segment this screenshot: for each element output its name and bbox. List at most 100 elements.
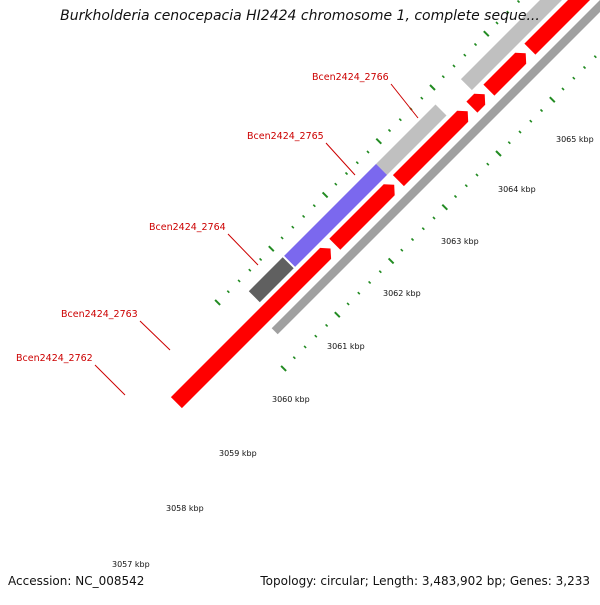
minor-tick [475, 173, 479, 177]
minor-tick [516, 0, 521, 4]
major-tick [214, 299, 221, 306]
minor-tick [464, 184, 468, 188]
label-leader-lines [94, 83, 419, 396]
minor-tick [410, 237, 415, 242]
minor-tick [226, 290, 230, 294]
minor-tick [486, 162, 490, 166]
scale-label: 3065 kbp [556, 135, 594, 144]
minor-tick [248, 268, 252, 272]
minor-tick [357, 291, 361, 295]
major-tick [334, 311, 341, 318]
leader-line [94, 364, 126, 396]
summary-text: Topology: circular; Length: 3,483,902 bp… [260, 574, 590, 588]
cds-arrow [170, 247, 332, 409]
minor-tick [432, 216, 436, 220]
gene-bar [460, 0, 562, 91]
minor-tick [280, 236, 284, 240]
minor-tick [312, 204, 316, 208]
gene-label: Bcen2424_2763 [61, 309, 138, 320]
leader-line [390, 83, 419, 119]
outer-tick-track [214, 0, 521, 306]
gene-label: Bcen2424_2762 [16, 353, 93, 364]
scale-label: 3062 kbp [383, 289, 421, 298]
leader-line [325, 142, 356, 176]
gene-label: Bcen2424_2764 [149, 222, 226, 233]
cds-arrow [483, 52, 527, 96]
minor-tick [378, 270, 382, 274]
minor-tick [259, 257, 263, 261]
minor-tick [387, 128, 392, 133]
minor-tick [529, 119, 533, 123]
scale-label: 3063 kbp [441, 237, 479, 246]
backbone-track [271, 0, 600, 335]
minor-tick [453, 194, 458, 199]
major-tick [268, 245, 275, 252]
major-tick [549, 96, 556, 103]
minor-tick [495, 21, 499, 25]
scale-label-layer: 3057 kbp 3058 kbp 3059 kbp 3060 kbp 3061 kbp… [112, 135, 594, 569]
minor-tick [518, 130, 522, 134]
minor-tick [368, 280, 372, 284]
minor-tick [593, 55, 597, 59]
major-tick [429, 84, 436, 91]
cds-arrow [392, 110, 469, 187]
minor-tick [539, 108, 544, 113]
minor-tick [346, 302, 350, 306]
feature-track-outer [248, 0, 562, 303]
minor-tick [463, 53, 467, 57]
major-tick [321, 191, 329, 199]
minor-tick [441, 75, 445, 79]
leader-line [227, 233, 259, 266]
major-tick [495, 150, 502, 157]
cds-arrow [524, 0, 591, 55]
minor-tick [366, 150, 370, 154]
gene-bar [248, 257, 294, 303]
minor-tick [398, 118, 402, 122]
cds-arrow [329, 184, 395, 250]
gene-label-layer: Bcen2424_2762 Bcen2424_2763 Bcen2424_2764 B… [16, 72, 389, 364]
gene-label: Bcen2424_2765 [247, 131, 324, 142]
minor-tick [302, 214, 306, 218]
minor-tick [421, 227, 425, 231]
gene-bar [284, 163, 388, 267]
scale-label: 3061 kbp [327, 342, 365, 351]
minor-tick [292, 356, 296, 360]
inner-tick-track [280, 55, 597, 372]
major-tick [375, 137, 383, 145]
minor-tick [237, 279, 241, 283]
scale-label: 3057 kbp [112, 560, 150, 569]
minor-tick [355, 161, 359, 165]
leader-line [139, 320, 171, 351]
accession-text: Accession: NC_008542 [8, 574, 145, 588]
minor-tick [420, 96, 424, 100]
minor-tick [291, 225, 295, 229]
minor-tick [344, 171, 349, 176]
map-title: Burkholderia cenocepacia HI2424 chromoso… [60, 8, 540, 24]
major-tick [483, 30, 490, 37]
minor-tick [303, 345, 307, 349]
cds-arrow [466, 93, 486, 113]
minor-tick [506, 10, 510, 14]
major-tick [387, 257, 395, 265]
minor-tick [572, 76, 576, 80]
minor-tick [400, 248, 404, 252]
gene-bar [376, 104, 447, 175]
minor-tick [561, 87, 565, 91]
minor-tick [334, 182, 338, 186]
minor-tick [325, 323, 329, 327]
scale-label: 3060 kbp [272, 395, 310, 404]
scale-label: 3058 kbp [166, 504, 204, 513]
minor-tick [582, 65, 587, 70]
feature-track-cds [170, 0, 591, 409]
backbone-line [271, 0, 600, 335]
minor-tick [473, 42, 478, 47]
scale-label: 3059 kbp [219, 449, 257, 458]
gene-label: Bcen2424_2766 [312, 72, 389, 83]
scale-label: 3064 kbp [498, 185, 536, 194]
minor-tick [452, 64, 456, 68]
minor-tick [314, 334, 318, 338]
major-tick [280, 365, 287, 372]
minor-tick [507, 141, 511, 145]
